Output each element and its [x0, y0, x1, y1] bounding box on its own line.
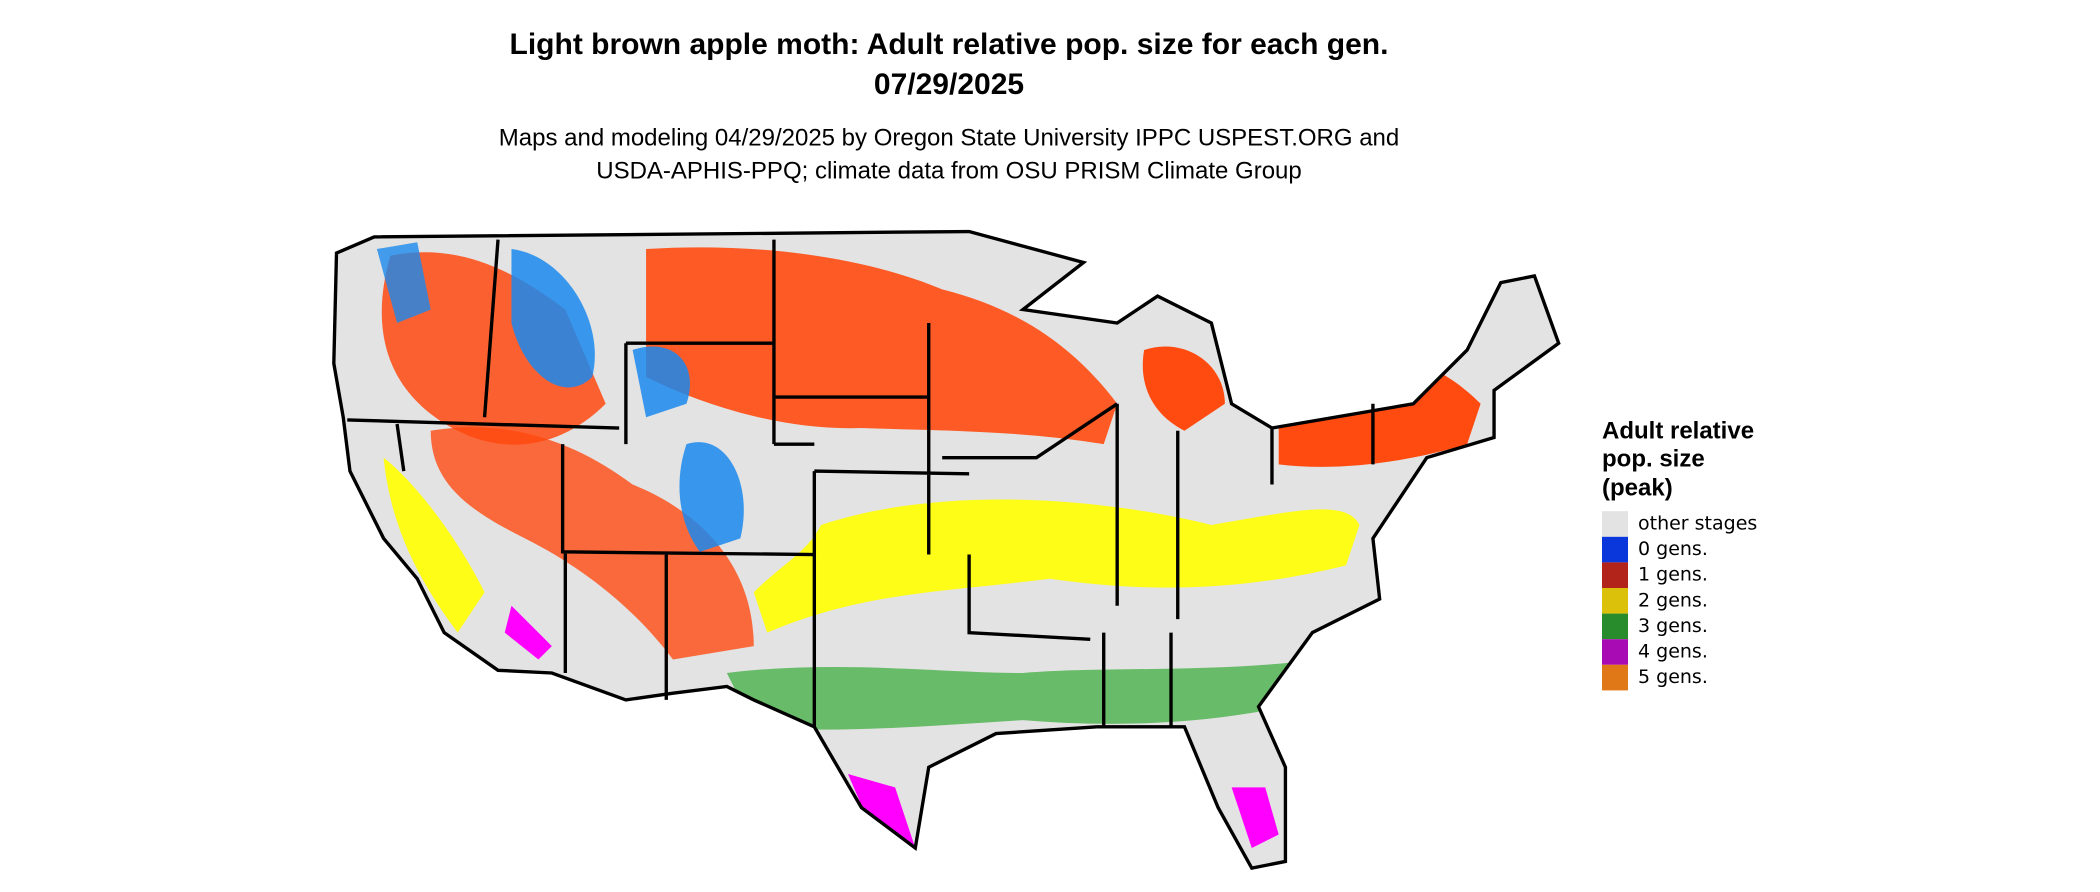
map	[332, 229, 1561, 871]
legend: other stages 0 gens. 1 gens. 2 gens. 3 gens.…	[1602, 511, 1757, 691]
legend-title: Adult relative	[1602, 417, 1754, 444]
legend-swatch	[1602, 562, 1628, 588]
title: Light brown apple moth: Adult relative p…	[510, 28, 1389, 61]
subtitle: Maps and modeling 04/29/2025 by Oregon S…	[499, 124, 1399, 151]
legend-label: 2 gens.	[1638, 589, 1708, 611]
legend-label: other stages	[1638, 513, 1757, 535]
legend-swatch	[1602, 511, 1628, 537]
state-borders	[332, 229, 1561, 871]
legend-label: 0 gens.	[1638, 538, 1708, 560]
subtitle: USDA-APHIS-PPQ; climate data from OSU PR…	[596, 157, 1302, 184]
regions	[376, 242, 1481, 848]
legend-swatch	[1602, 613, 1628, 640]
title: 07/29/2025	[874, 68, 1024, 101]
legend-label: 1 gens.	[1638, 564, 1708, 586]
legend-label: 5 gens.	[1638, 666, 1708, 688]
legend-title: pop. size	[1602, 445, 1705, 472]
legend-swatch	[1602, 664, 1628, 691]
legend-label: 3 gens.	[1638, 615, 1708, 637]
legend-swatch	[1602, 588, 1628, 614]
legend-swatch	[1602, 536, 1628, 563]
legend-swatch	[1602, 639, 1628, 665]
legend-label: 4 gens.	[1638, 641, 1708, 663]
legend-title: (peak)	[1602, 474, 1673, 501]
